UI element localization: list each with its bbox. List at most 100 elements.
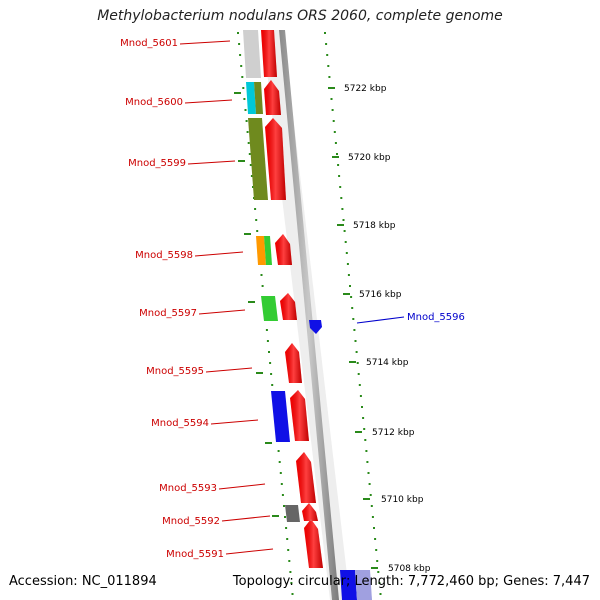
track-dot <box>278 461 281 463</box>
gene-block-gray <box>243 30 261 78</box>
track-dot <box>353 329 356 331</box>
map-title: Methylobacterium nodulans ORS 2060, comp… <box>97 8 503 24</box>
gene-labels: Mnod_5601 Mnod_5600 Mnod_5599 Mnod_5598 … <box>120 38 465 560</box>
scale-label: 5722 kbp <box>344 84 387 94</box>
track-dot <box>368 483 371 485</box>
track-dot <box>328 76 331 78</box>
track-dot <box>283 505 285 507</box>
track-dot <box>363 428 366 430</box>
track-dot <box>284 516 286 518</box>
topology-text: Topology: circular; Length: 7,772,460 bp… <box>232 574 590 589</box>
track-dot <box>357 373 360 375</box>
track-dot <box>255 219 258 221</box>
track-dot <box>371 516 374 518</box>
track-dot <box>340 197 343 199</box>
gene-label-mnod-5595[interactable]: Mnod_5595 <box>146 366 204 377</box>
track-dot <box>370 505 373 507</box>
track-dot <box>237 32 239 34</box>
track-dot <box>374 538 377 540</box>
track-dot <box>242 87 245 89</box>
track-dot <box>260 274 263 276</box>
gene-label-mnod-5601[interactable]: Mnod_5601 <box>120 38 178 49</box>
track-dot <box>239 54 242 56</box>
gene-block-olive <box>254 82 263 114</box>
track-dot <box>247 142 250 144</box>
scale-label: 5720 kbp <box>348 153 391 163</box>
track-dot <box>367 472 370 474</box>
track-dot <box>245 120 248 122</box>
gene-block-green <box>261 296 278 321</box>
track-dot <box>336 153 338 155</box>
scale-label: 5714 kbp <box>366 358 409 368</box>
gene-block-lilac <box>355 570 372 600</box>
gene-label-mnod-5593[interactable]: Mnod_5593 <box>159 483 217 494</box>
scale-ticks <box>234 87 378 569</box>
track-dot <box>375 549 378 551</box>
track-dot <box>379 593 382 595</box>
track-dot <box>344 241 347 243</box>
track-dot <box>252 186 254 188</box>
track-dot <box>324 32 326 34</box>
track-dot <box>256 230 259 232</box>
gene-block-darkgray <box>285 505 300 522</box>
gene-label-mnod-5597[interactable]: Mnod_5597 <box>139 308 197 319</box>
track-dot <box>330 98 333 100</box>
track-dot <box>343 230 346 232</box>
track-dot <box>337 164 340 166</box>
track-dot <box>351 307 354 309</box>
gene-block-olive <box>248 118 268 200</box>
track-dot <box>347 274 350 276</box>
gene-label-mnod-5596[interactable]: Mnod_5596 <box>407 312 465 323</box>
gene-label-lines <box>179 40 405 555</box>
scale-label: 5710 kbp <box>381 495 424 505</box>
track-dot <box>355 351 358 353</box>
track-dot <box>241 76 244 78</box>
track-dot <box>354 340 357 342</box>
backbone-line <box>279 30 339 600</box>
track-dot <box>332 120 335 122</box>
track-dot <box>341 208 344 210</box>
track-dot <box>369 494 372 496</box>
gene-label-mnod-5598[interactable]: Mnod_5598 <box>135 250 193 261</box>
track-dot <box>250 175 253 177</box>
track-dot <box>248 153 251 155</box>
scale-label: 5712 kbp <box>372 428 415 438</box>
track-dot <box>269 362 272 364</box>
gene-label-mnod-5599[interactable]: Mnod_5599 <box>128 158 186 169</box>
track-dot <box>334 142 337 144</box>
track-dot <box>243 98 246 100</box>
gene-label-mnod-5592[interactable]: Mnod_5592 <box>162 516 220 527</box>
gene-block-blue <box>271 391 290 442</box>
track-dot <box>280 483 283 485</box>
scale-label: 5708 kbp <box>388 564 431 574</box>
track-dot <box>325 43 328 45</box>
track-dot <box>238 43 241 45</box>
track-dot <box>373 527 375 529</box>
gene-label-mnod-5600[interactable]: Mnod_5600 <box>125 97 183 108</box>
track-dot <box>288 560 291 562</box>
track-dot <box>339 186 342 188</box>
track-dot <box>244 109 247 111</box>
track-dot <box>290 582 293 584</box>
track-dot <box>377 571 380 573</box>
track-dot <box>346 263 349 265</box>
track-dot <box>268 351 270 353</box>
track-dot <box>356 362 359 364</box>
track-dot <box>359 395 362 397</box>
track-dot <box>265 329 268 331</box>
track-dot <box>279 472 282 474</box>
track-dot <box>364 439 367 441</box>
left-track-genes <box>243 30 372 600</box>
track-dot <box>331 109 334 111</box>
gene-block-green <box>264 236 272 265</box>
track-dot <box>270 373 273 375</box>
track-dot <box>362 417 365 419</box>
track-dot <box>271 384 274 386</box>
gene-label-mnod-5591[interactable]: Mnod_5591 <box>166 549 224 560</box>
track-dot <box>327 65 330 67</box>
gene-arrow-5596 <box>309 320 322 334</box>
track-dot <box>287 549 290 551</box>
gene-label-mnod-5594[interactable]: Mnod_5594 <box>151 418 209 429</box>
track-dot <box>261 285 264 287</box>
track-dot <box>254 208 257 210</box>
